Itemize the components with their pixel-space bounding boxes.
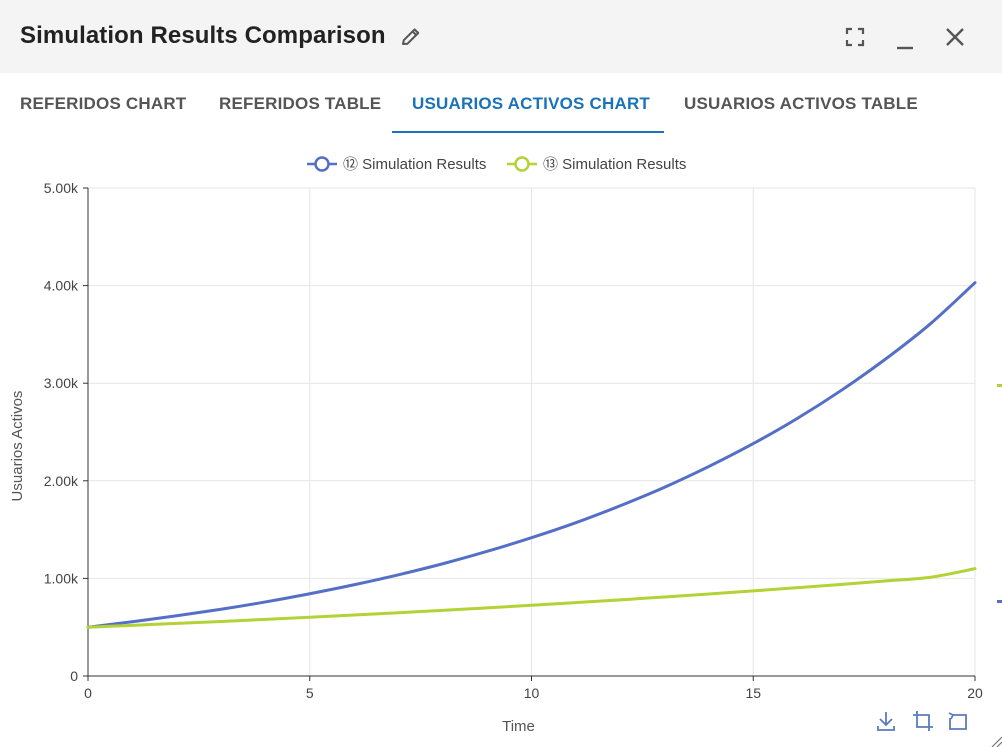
y-tick-label: 0 bbox=[70, 668, 78, 684]
y-axis-title: Usuarios Activos bbox=[9, 391, 26, 502]
close-button[interactable] bbox=[942, 24, 968, 50]
dialog-title: Simulation Results Comparison bbox=[20, 22, 386, 49]
legend-marker bbox=[314, 156, 330, 172]
x-tick-label: 15 bbox=[745, 685, 761, 701]
tab-usuarios-activos-chart[interactable]: USUARIOS ACTIVOS CHART bbox=[412, 94, 651, 113]
edit-title-button[interactable] bbox=[398, 24, 424, 50]
resize-handle-icon[interactable] bbox=[988, 734, 1002, 747]
tab-referidos-table[interactable]: REFERIDOS TABLE bbox=[219, 94, 382, 113]
series-line-1 bbox=[86, 281, 977, 629]
fullscreen-icon bbox=[845, 27, 865, 47]
x-tick-label: 10 bbox=[524, 685, 540, 701]
title-bar: Simulation Results Comparison bbox=[0, 0, 1002, 73]
download-icon bbox=[877, 712, 895, 731]
legend-item-2: ⑬ Simulation Results bbox=[507, 156, 686, 173]
active-tab-indicator bbox=[392, 131, 664, 133]
restore-button[interactable] bbox=[946, 709, 970, 733]
series-edge-marker bbox=[997, 600, 1002, 603]
data-zoom-icon bbox=[913, 711, 933, 731]
y-tick-label: 5.00k bbox=[44, 180, 79, 196]
x-tick-label: 20 bbox=[967, 685, 983, 701]
y-tick-label: 3.00k bbox=[44, 375, 79, 391]
y-tick-label: 2.00k bbox=[44, 473, 79, 489]
minimize-icon bbox=[897, 46, 913, 50]
series-line-2 bbox=[86, 567, 977, 629]
restore-icon bbox=[948, 712, 967, 730]
close-icon bbox=[946, 28, 964, 46]
legend-marker bbox=[514, 156, 530, 172]
tab-referidos-chart[interactable]: REFERIDOS CHART bbox=[20, 94, 187, 113]
minimize-button[interactable] bbox=[892, 24, 918, 50]
y-tick-label: 4.00k bbox=[44, 278, 79, 294]
x-tick-label: 0 bbox=[84, 685, 92, 701]
save-image-button[interactable] bbox=[874, 709, 898, 733]
tab-bar: REFERIDOS CHART REFERIDOS TABLE USUARIOS… bbox=[0, 73, 1002, 135]
pencil-icon bbox=[402, 28, 420, 45]
x-tick-label: 5 bbox=[306, 685, 314, 701]
x-axis-title: Time bbox=[502, 718, 535, 735]
fullscreen-button[interactable] bbox=[842, 24, 868, 50]
legend-label: ⑫ Simulation Results bbox=[343, 156, 486, 173]
series-edge-marker bbox=[997, 384, 1002, 387]
usuarios-activos-line-chart: 0 1.00k 2.00k 3.00k 4.00k 5.00k 0 5 10 15 20 Time Us… bbox=[9, 156, 983, 735]
y-tick-label: 1.00k bbox=[44, 570, 79, 586]
legend-item-1: ⑫ Simulation Results bbox=[307, 156, 486, 173]
legend-label: ⑬ Simulation Results bbox=[543, 156, 686, 173]
data-zoom-button[interactable] bbox=[911, 709, 935, 733]
tab-usuarios-activos-table[interactable]: USUARIOS ACTIVOS TABLE bbox=[684, 94, 918, 113]
